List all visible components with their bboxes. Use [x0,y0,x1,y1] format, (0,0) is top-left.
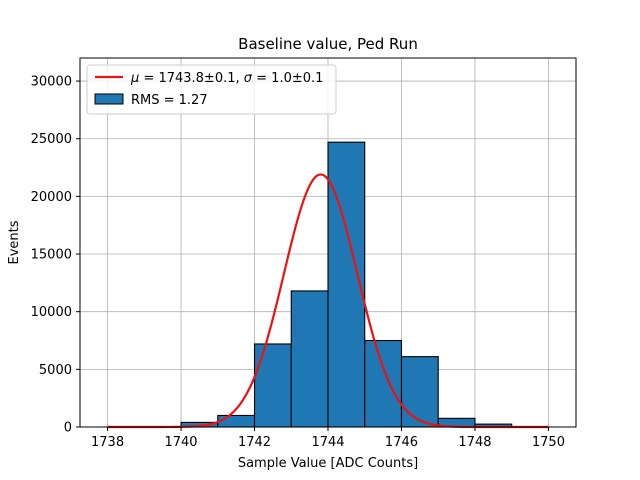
x-tick-label: 1744 [311,435,344,450]
x-tick-label: 1750 [532,435,565,450]
x-axis-title: Sample Value [ADC Counts] [238,456,418,471]
x-tick-label: 1740 [164,435,197,450]
legend-sigma-symbol: σ [244,71,253,86]
bars-layer [143,141,513,428]
histogram-bar [400,356,439,428]
y-tick-label: 10000 [31,305,72,320]
legend-hist-swatch [94,93,124,105]
x-tick-label: 1746 [385,435,418,450]
y-tick-label: 20000 [31,190,72,205]
legend-fit-label: μ = 1743.8±0.1, σ = 1.0±0.1 [130,71,323,86]
x-tick-label: 1742 [238,435,271,450]
y-tick-label: 25000 [31,132,72,147]
legend-hist-label: RMS = 1.27 [131,93,208,108]
y-tick-label: 0 [64,421,72,436]
y-axis-title: Events [7,220,22,264]
y-tick-label: 5000 [39,363,72,378]
legend-mu-value: = 1743.8±0.1, [139,71,243,86]
y-tick-label: 30000 [31,75,72,90]
legend: μ = 1743.8±0.1, σ = 1.0±0.1 RMS = 1.27 [86,64,337,115]
y-tick-label: 15000 [31,248,72,263]
legend-sigma-value: = 1.0±0.1 [252,71,323,86]
x-tick-label: 1748 [458,435,491,450]
histogram-bar [253,343,292,428]
legend-mu-symbol: μ [130,71,139,86]
x-axis: 1738 1740 1742 1744 1746 1748 1750 [91,427,565,450]
x-tick-label: 1738 [91,435,124,450]
histogram-bar [290,290,329,428]
histogram-bar [364,339,403,428]
chart-title: Baseline value, Ped Run [238,35,418,53]
histogram-bar [217,414,256,428]
legend-box [86,64,337,115]
y-axis: 0 5000 10000 15000 20000 25000 30000 [31,75,80,436]
